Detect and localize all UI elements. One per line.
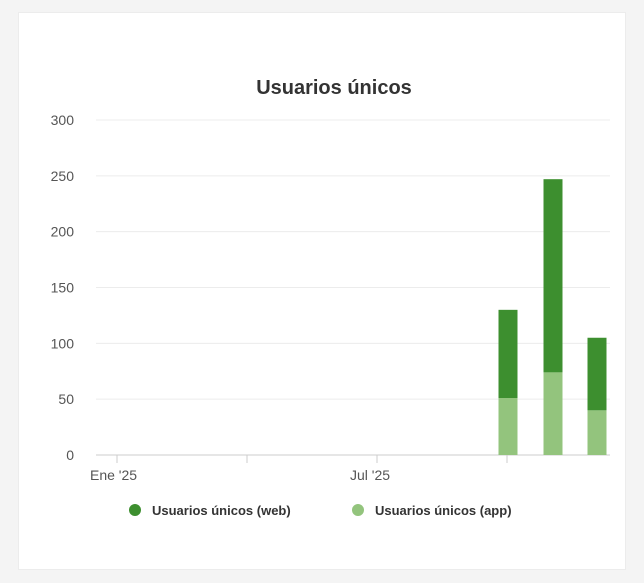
- legend[interactable]: Usuarios únicos (web) Usuarios únicos (ap…: [129, 503, 512, 518]
- grid-lines: [96, 119, 610, 456]
- x-tick-label: Ene '25: [90, 467, 137, 483]
- x-tick-label: Jul '25: [350, 467, 390, 483]
- bar-web[interactable]: [498, 309, 518, 399]
- legend-marker-app: [352, 504, 364, 516]
- legend-marker-web: [129, 504, 141, 516]
- y-axis-ticks: 0 50 100 150 200 250 300: [51, 112, 75, 463]
- chart-card: [18, 12, 626, 570]
- bar-web[interactable]: [543, 179, 563, 373]
- bar-app[interactable]: [543, 372, 563, 455]
- y-tick-label: 250: [51, 168, 75, 184]
- chart-title: Usuarios únicos: [256, 77, 412, 99]
- bar-app[interactable]: [498, 398, 518, 455]
- y-tick-label: 100: [51, 335, 75, 351]
- y-tick-label: 0: [66, 447, 74, 463]
- bars: [498, 179, 607, 455]
- bar-app[interactable]: [587, 410, 607, 455]
- x-axis: Ene '25 Jul '25: [90, 455, 508, 483]
- y-tick-label: 50: [58, 391, 74, 407]
- bar-web[interactable]: [587, 337, 607, 411]
- legend-label-app[interactable]: Usuarios únicos (app): [375, 503, 512, 518]
- y-tick-label: 200: [51, 224, 75, 240]
- legend-label-web[interactable]: Usuarios únicos (web): [152, 503, 291, 518]
- y-tick-label: 300: [51, 112, 75, 128]
- y-tick-label: 150: [51, 280, 75, 296]
